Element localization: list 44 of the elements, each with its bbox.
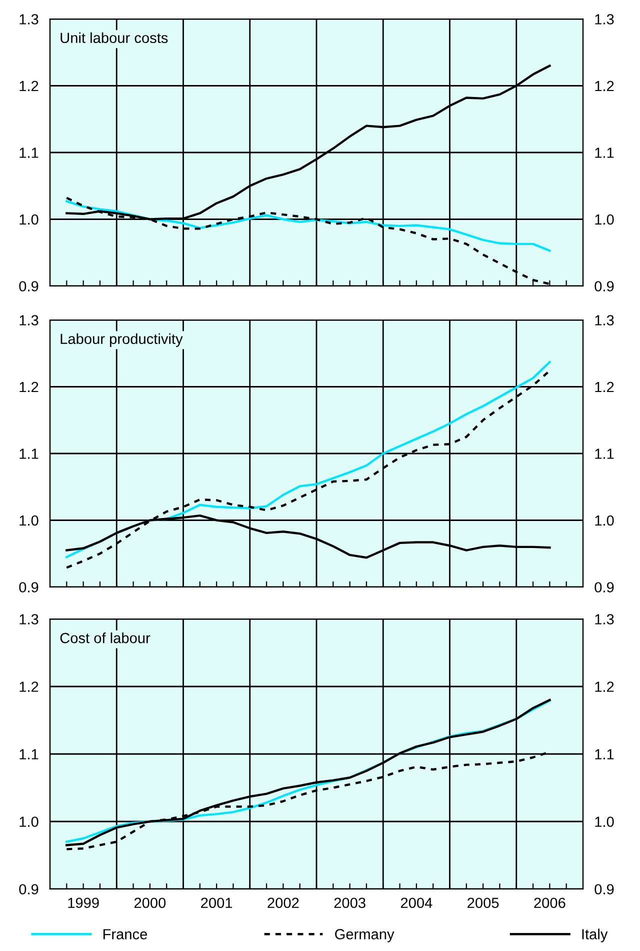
legend-label: France <box>103 929 148 940</box>
legend-label: Italy <box>582 928 608 942</box>
x-tick-label: 2002 <box>268 898 299 908</box>
text: Labour productivity <box>60 333 183 347</box>
x-tick-label: 2000 <box>134 898 166 908</box>
y2-tick-label: 1.2 <box>595 382 614 392</box>
y-tick-label: 1.1 <box>20 448 38 459</box>
y2-tick-label: 0.9 <box>594 281 614 292</box>
y-tick-label: 1.2 <box>20 80 38 92</box>
y-tick-label: 1.1 <box>20 148 38 158</box>
y-tick-label: 0.9 <box>19 582 38 592</box>
y-tick-label: 1.3 <box>20 14 38 24</box>
x-tick-label: 2004 <box>400 898 432 908</box>
x-tick-label: 2001 <box>201 898 232 908</box>
legend-label: Germany <box>335 929 394 942</box>
y-tick-label: 1.0 <box>20 214 38 225</box>
y2-tick-label: 1.0 <box>595 816 614 827</box>
y2-tick-label: 1.0 <box>595 214 614 225</box>
y2-tick-label: 1.2 <box>595 682 614 692</box>
y-tick-label: 1.2 <box>20 382 38 392</box>
y2-tick-label: 1.3 <box>595 315 614 326</box>
y-tick-label: 1.2 <box>20 682 38 692</box>
y2-tick-label: 1.1 <box>595 448 614 459</box>
x-tick-label: 2003 <box>334 898 366 908</box>
y-tick-label: 0.9 <box>19 281 38 292</box>
y2-tick-label: 1.3 <box>595 614 614 624</box>
y2-tick-label: 1.1 <box>595 749 614 760</box>
y-tick-label: 1.3 <box>20 614 38 624</box>
y-tick-label: 1.0 <box>20 816 38 827</box>
y-tick-label: 0.9 <box>19 884 38 894</box>
y-tick-label: 1.0 <box>20 515 38 526</box>
y2-tick-label: 1.0 <box>595 515 614 526</box>
x-tick-label: 1999 <box>68 898 99 908</box>
y2-tick-label: 1.3 <box>595 14 614 24</box>
text: Cost of labour <box>60 632 150 644</box>
x-tick-label: 2005 <box>468 898 499 908</box>
y-tick-label: 1.3 <box>20 315 38 326</box>
y2-tick-label: 0.9 <box>594 582 614 592</box>
y2-tick-label: 1.1 <box>595 148 614 158</box>
text: Unit labour costs <box>60 32 168 44</box>
x-tick-label: 2006 <box>534 898 566 908</box>
y2-tick-label: 1.2 <box>595 80 614 92</box>
y-tick-label: 1.1 <box>20 749 38 760</box>
y2-tick-label: 0.9 <box>594 884 614 894</box>
